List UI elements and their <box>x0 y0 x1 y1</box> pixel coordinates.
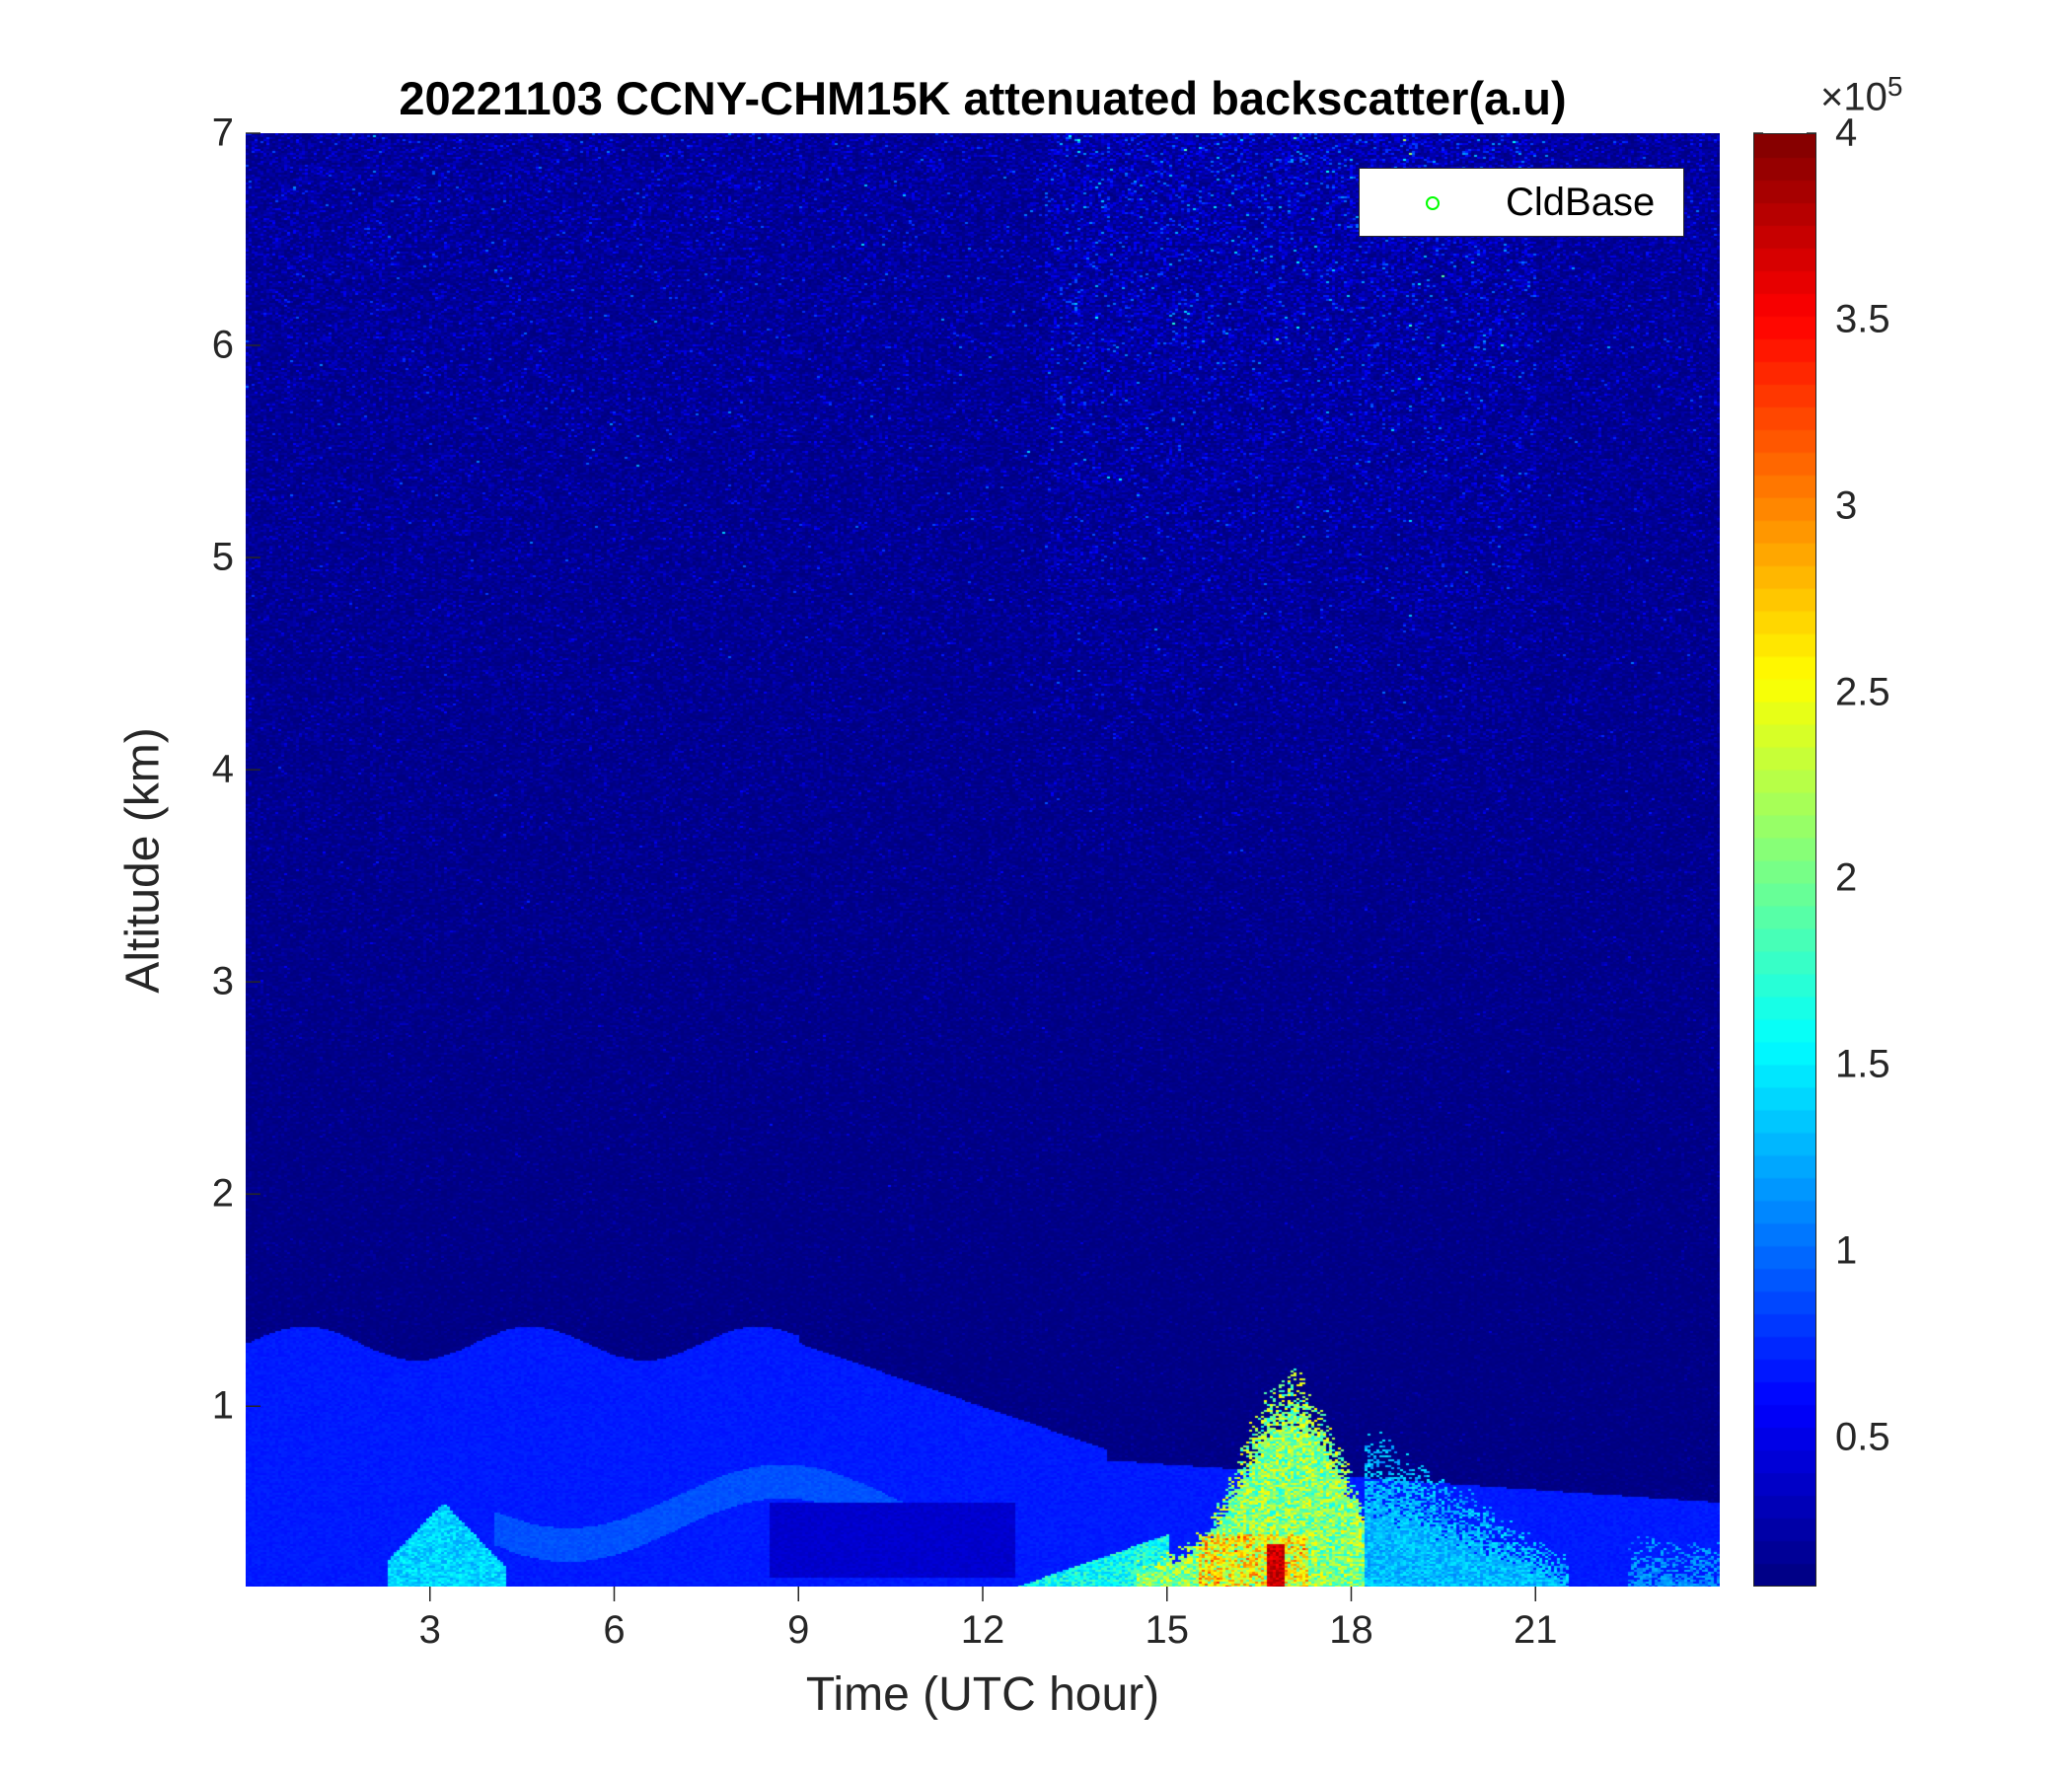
chart-title: 20221103 CCNY-CHM15K attenuated backscat… <box>399 72 1567 124</box>
x-tick-label: 15 <box>1145 1608 1190 1652</box>
colorbar-tick-label: 3.5 <box>1835 297 1890 341</box>
x-tick-label: 9 <box>787 1608 810 1652</box>
plot-area <box>246 133 1720 1587</box>
y-tick-label: 2 <box>211 1171 234 1216</box>
colorbar-tick-label: 4 <box>1835 111 1858 155</box>
y-tick-label: 1 <box>211 1383 234 1428</box>
colorbar <box>1753 133 1816 1587</box>
x-tick-label: 21 <box>1514 1608 1558 1652</box>
colorbar-tick-label: 0.5 <box>1835 1415 1890 1459</box>
y-tick-label: 4 <box>211 747 234 791</box>
x-tick-label: 6 <box>603 1608 626 1652</box>
colorbar-tick-label: 1 <box>1835 1228 1858 1273</box>
y-tick-label: 3 <box>211 959 234 1003</box>
colorbar-tick-label: 3 <box>1835 483 1858 528</box>
colorbar-tick-label: 2 <box>1835 855 1858 900</box>
x-tick-label: 18 <box>1329 1608 1373 1652</box>
y-axis-label: Altitude (km) <box>116 727 170 994</box>
x-tick-label: 12 <box>960 1608 1005 1652</box>
y-tick-label: 5 <box>211 535 234 579</box>
x-tick-label: 3 <box>418 1608 441 1652</box>
legend-label-cldbase: CldBase <box>1506 181 1656 224</box>
colorbar-exponent: ×105 <box>1820 71 1903 119</box>
y-tick-label: 7 <box>211 111 234 155</box>
colorbar-tick-label: 1.5 <box>1835 1042 1890 1086</box>
colorbar-tick-label: 2.5 <box>1835 670 1890 714</box>
y-tick-label: 6 <box>211 323 234 367</box>
cldbase-marker-icon <box>1426 196 1440 210</box>
backscatter-heatmap <box>246 133 1720 1587</box>
x-axis-label: Time (UTC hour) <box>805 1668 1160 1721</box>
legend[interactable]: CldBase <box>1359 168 1684 237</box>
